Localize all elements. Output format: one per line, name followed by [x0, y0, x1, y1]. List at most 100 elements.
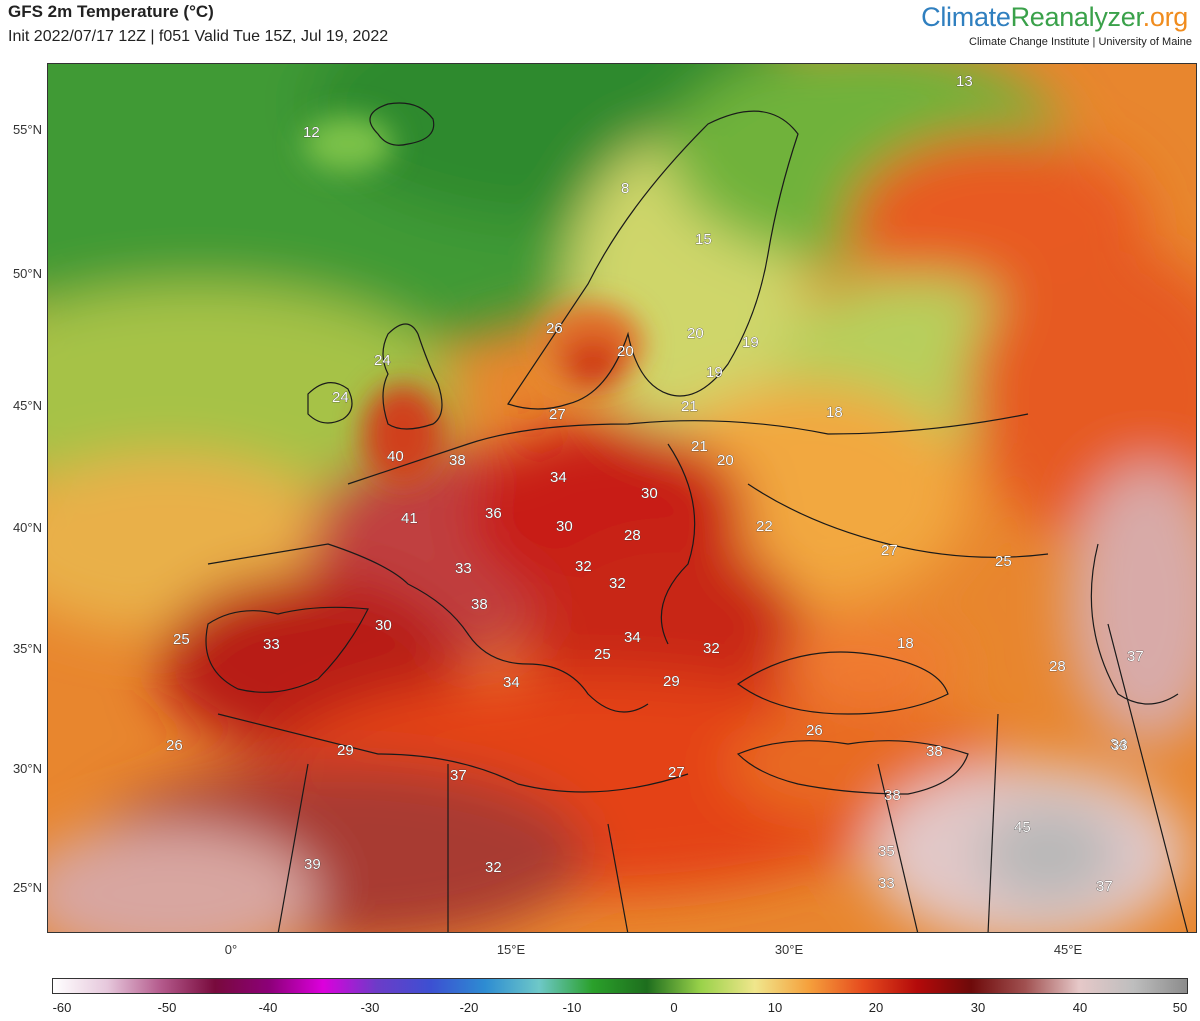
- chart-subtitle: Init 2022/07/17 12Z | f051 Valid Tue 15Z…: [8, 28, 389, 45]
- coastlines: [205, 102, 1189, 932]
- temp-label: 25: [594, 646, 611, 663]
- temperature-labels: 12 13 8 15 26 20 20 19 19 24 24 27 21 18…: [166, 73, 1144, 896]
- temp-label: 45: [1014, 819, 1031, 836]
- temp-label: 28: [1049, 658, 1066, 675]
- temp-label: 18: [897, 635, 914, 652]
- temp-label: 34: [503, 674, 520, 691]
- temp-label: 20: [617, 343, 634, 360]
- temp-label: 39: [304, 856, 321, 873]
- region-black-sea: [778, 624, 958, 704]
- temp-label: 38: [471, 596, 488, 613]
- region-atlantic-mild: [48, 284, 458, 504]
- colorbar-tick: 10: [767, 1000, 783, 1015]
- region-sahara-extreme: [48, 824, 318, 932]
- temp-label: 32: [485, 859, 502, 876]
- temp-label: 38: [926, 743, 943, 760]
- colorbar-tick: -50: [157, 1000, 177, 1015]
- temp-label: 27: [549, 406, 566, 423]
- lat-label-40n: 40°N: [12, 520, 42, 535]
- temp-label: 25: [995, 553, 1012, 570]
- temp-label: 28: [624, 527, 641, 544]
- temp-label: 37: [1127, 648, 1144, 665]
- temp-label: 19: [742, 334, 759, 351]
- temp-label: 13: [956, 73, 973, 90]
- brand-part-reanalyzer: Reanalyzer: [1010, 2, 1143, 32]
- region-caspian-hot: [1068, 464, 1196, 744]
- chart-title: GFS 2m Temperature (°C): [8, 2, 214, 21]
- temp-label: 18: [826, 404, 843, 421]
- temp-label: 27: [881, 542, 898, 559]
- temperature-map-svg: 12 13 8 15 26 20 20 19 19 24 24 27 21 18…: [48, 64, 1196, 932]
- temp-label: 37: [450, 767, 467, 784]
- temp-label: 38: [884, 787, 901, 804]
- brand-part-org: .org: [1142, 2, 1189, 32]
- temp-label: 30: [556, 518, 573, 535]
- temp-label: 35: [878, 843, 895, 860]
- temp-label: 36: [485, 505, 502, 522]
- temp-label: 34: [1110, 736, 1127, 753]
- lat-label-55n: 55°N: [12, 122, 42, 137]
- temp-label: 33: [455, 560, 472, 577]
- region-uk-hot: [363, 384, 443, 484]
- colorbar-tick: 30: [970, 1000, 986, 1015]
- temp-label: 32: [575, 558, 592, 575]
- temp-label: 29: [663, 673, 680, 690]
- temp-label: 32: [703, 640, 720, 657]
- region-iceland: [303, 116, 393, 172]
- temp-label: 24: [332, 389, 349, 406]
- temp-label: 8: [621, 180, 629, 197]
- temp-label: 32: [609, 575, 626, 592]
- temp-label: 25: [173, 631, 190, 648]
- temp-label: 40: [387, 448, 404, 465]
- lon-label-45e: 45°E: [1053, 942, 1083, 957]
- brand-tagline: Climate Change Institute | University of…: [969, 36, 1192, 48]
- lon-label-0: 0°: [224, 942, 238, 957]
- colorbar-tick: -30: [360, 1000, 380, 1015]
- temp-label: 34: [624, 629, 641, 646]
- colorbar-tick: -20: [459, 1000, 479, 1015]
- temp-label: 30: [375, 617, 392, 634]
- colorbar-tick: -40: [258, 1000, 278, 1015]
- temp-label: 24: [374, 352, 391, 369]
- temp-label: 26: [806, 722, 823, 739]
- temp-label: 38: [449, 452, 466, 469]
- temperature-colorbar: [52, 978, 1188, 994]
- brand-logo[interactable]: ClimateReanalyzer.org: [921, 2, 1188, 33]
- region-iraq-extreme: [978, 804, 1118, 904]
- temp-label: 22: [756, 518, 773, 535]
- colorbar-tick: 20: [868, 1000, 884, 1015]
- colorbar-tick: 50: [1172, 1000, 1188, 1015]
- temp-label: 33: [1111, 737, 1128, 754]
- colorbar-tick: 0: [670, 1000, 678, 1015]
- lat-label-30n: 30°N: [12, 761, 42, 776]
- temp-label: 21: [691, 438, 708, 455]
- colorbar-tick: 40: [1072, 1000, 1088, 1015]
- temperature-map[interactable]: 12 13 8 15 26 20 20 19 19 24 24 27 21 18…: [47, 63, 1197, 933]
- temp-label: 37: [1096, 878, 1113, 895]
- temp-label: 33: [878, 875, 895, 892]
- temp-label: 15: [695, 231, 712, 248]
- temp-label: 20: [717, 452, 734, 469]
- colorbar-tick: -10: [562, 1000, 582, 1015]
- temp-label: 21: [681, 398, 698, 415]
- temp-label: 33: [263, 636, 280, 653]
- temp-label: 29: [337, 742, 354, 759]
- lat-label-35n: 35°N: [12, 641, 42, 656]
- temp-label: 30: [641, 485, 658, 502]
- lat-label-25n: 25°N: [12, 880, 42, 895]
- temp-label: 20: [687, 325, 704, 342]
- brand-part-climate: Climate: [921, 2, 1011, 32]
- temp-label: 12: [303, 124, 320, 141]
- temp-label: 26: [166, 737, 183, 754]
- temp-label: 27: [668, 764, 685, 781]
- lon-label-30e: 30°E: [774, 942, 804, 957]
- lat-label-45n: 45°N: [12, 398, 42, 413]
- region-southern-sweden-hot: [563, 339, 623, 389]
- temp-label: 34: [550, 469, 567, 486]
- temp-label: 41: [401, 510, 418, 527]
- colorbar-tick: -60: [52, 1000, 72, 1015]
- temp-label: 26: [546, 320, 563, 337]
- lat-label-50n: 50°N: [12, 266, 42, 281]
- lon-label-15e: 15°E: [496, 942, 526, 957]
- temp-label: 19: [706, 364, 723, 381]
